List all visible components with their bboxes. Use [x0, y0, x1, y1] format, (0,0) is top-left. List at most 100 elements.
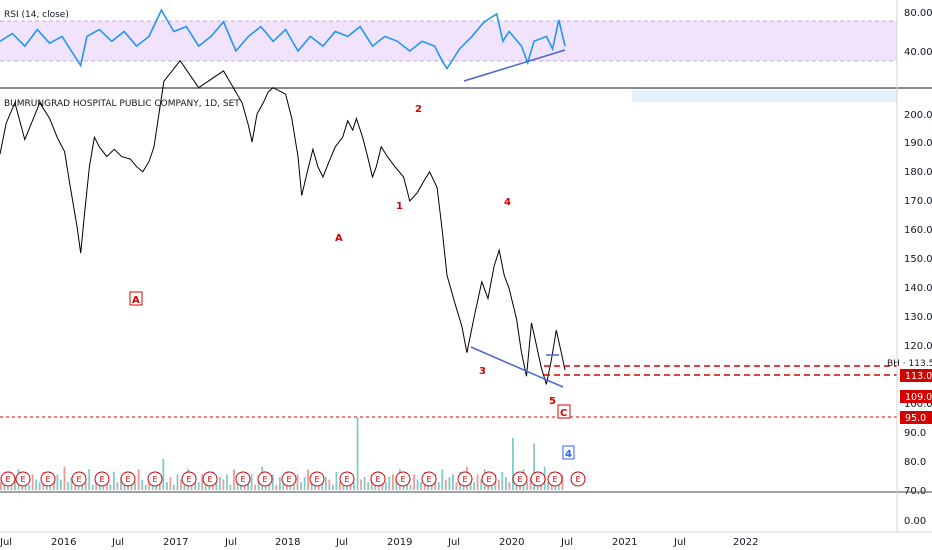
- earnings-marker-label[interactable]: E: [376, 475, 381, 484]
- volume-bar: [7, 484, 9, 490]
- volume-bar: [45, 484, 48, 490]
- earnings-marker-label[interactable]: E: [263, 475, 268, 484]
- earnings-marker-circle[interactable]: [530, 471, 546, 487]
- earnings-marker-circle[interactable]: [457, 471, 473, 487]
- earnings-marker-circle[interactable]: [94, 471, 110, 487]
- wave-box-4-label[interactable]: 4: [565, 449, 572, 460]
- earnings-marker-label[interactable]: E: [487, 475, 492, 484]
- volume-bar: [84, 482, 87, 490]
- earnings-marker-label[interactable]: E: [315, 475, 320, 484]
- price-tick-160: 160.0: [904, 225, 932, 236]
- volume-bar: [473, 482, 475, 490]
- wave-box-c-label[interactable]: C: [560, 408, 567, 419]
- time-tick-2016: 2016: [51, 537, 76, 548]
- earnings-marker-circle[interactable]: [0, 471, 16, 487]
- volume-bar: [218, 477, 221, 490]
- volume-bar: [247, 482, 249, 490]
- wave-label-3[interactable]: 3: [479, 366, 486, 377]
- wave-label-1[interactable]: 1: [396, 201, 403, 212]
- volume-bar: [441, 469, 444, 490]
- earnings-marker-label[interactable]: E: [153, 475, 158, 484]
- price-tick-200: 200.0: [904, 110, 932, 121]
- price-tick-150: 150.0: [904, 254, 932, 265]
- volume-bar: [109, 484, 112, 490]
- volume-bar: [437, 482, 440, 490]
- earnings-marker-circle[interactable]: [281, 471, 297, 487]
- wave-label-2[interactable]: 2: [415, 104, 422, 115]
- volume-bar: [176, 474, 179, 490]
- earnings-marker-label[interactable]: E: [126, 475, 131, 484]
- earnings-marker-label[interactable]: E: [241, 475, 246, 484]
- volume-bar: [314, 484, 317, 490]
- earnings-marker-label[interactable]: E: [401, 475, 406, 484]
- wave-label-5[interactable]: 5: [549, 396, 556, 407]
- volume-bar: [180, 479, 182, 490]
- volume-bar: [392, 474, 394, 490]
- earnings-marker-circle[interactable]: [547, 471, 563, 487]
- volume-bar: [384, 482, 387, 490]
- volume-bar: [201, 474, 204, 490]
- earnings-marker-circle[interactable]: [181, 471, 197, 487]
- earnings-marker-label[interactable]: E: [536, 475, 541, 484]
- earnings-marker-circle[interactable]: [481, 471, 497, 487]
- price-tick-140: 140.0: [904, 283, 932, 294]
- volume-bar: [533, 443, 535, 490]
- earnings-marker-circle[interactable]: [395, 471, 411, 487]
- earnings-marker-label[interactable]: E: [553, 475, 558, 484]
- earnings-marker-circle[interactable]: [512, 471, 528, 487]
- volume-bar: [512, 438, 514, 490]
- volume-bar: [444, 479, 447, 490]
- earnings-marker-circle[interactable]: [370, 471, 386, 487]
- earnings-marker-label[interactable]: E: [46, 475, 51, 484]
- earnings-marker-circle[interactable]: [120, 471, 136, 487]
- earnings-marker-circle[interactable]: [257, 471, 273, 487]
- volume-bar: [60, 479, 62, 490]
- earnings-marker-label[interactable]: E: [187, 475, 192, 484]
- earnings-marker-circle[interactable]: [15, 471, 31, 487]
- price-trendline[interactable]: [470, 346, 564, 388]
- volume-bar: [127, 484, 129, 490]
- earnings-marker-circle[interactable]: [71, 471, 87, 487]
- wave-box-c[interactable]: [557, 404, 571, 419]
- earnings-marker-circle[interactable]: [40, 471, 56, 487]
- earnings-marker-label[interactable]: E: [463, 475, 468, 484]
- earnings-marker-label[interactable]: E: [427, 475, 432, 484]
- earnings-marker-circle[interactable]: [339, 471, 355, 487]
- earnings-marker-label[interactable]: E: [208, 475, 213, 484]
- earnings-marker-label[interactable]: E: [287, 475, 292, 484]
- volume-bar: [388, 477, 391, 490]
- earnings-marker-circle[interactable]: [309, 471, 325, 487]
- volume-bar: [35, 479, 38, 490]
- rsi-trendline[interactable]: [463, 49, 566, 82]
- rsi-tick-0: 0.00: [904, 516, 926, 527]
- rsi-pane: RSI (14, close) 80.00 40.00: [0, 8, 932, 82]
- earnings-marker-circle[interactable]: [147, 471, 163, 487]
- rsi-indicator-label[interactable]: RSI (14, close): [4, 10, 69, 20]
- earnings-marker-circle[interactable]: [570, 471, 586, 487]
- level-tag-95-bg: [900, 411, 932, 424]
- volume-bar: [120, 477, 122, 490]
- earnings-marker-label[interactable]: E: [518, 475, 523, 484]
- earnings-marker-circle[interactable]: [235, 471, 251, 487]
- earnings-marker-label[interactable]: E: [345, 475, 350, 484]
- time-axis[interactable]: Jul 2016 Jul 2017 Jul 2018 Jul 2019 Jul …: [0, 537, 758, 548]
- wave-box-a-label[interactable]: A: [132, 295, 140, 306]
- earnings-marker-circle[interactable]: [421, 471, 437, 487]
- earnings-marker-label[interactable]: E: [6, 475, 11, 484]
- earnings-marker-label[interactable]: E: [21, 475, 26, 484]
- volume-bar: [116, 482, 119, 490]
- wave-box-a[interactable]: [129, 291, 143, 306]
- earnings-marker-label[interactable]: E: [576, 475, 581, 484]
- volume-bar: [416, 479, 419, 490]
- earnings-marker-circle[interactable]: [202, 471, 218, 487]
- wave-label-a[interactable]: A: [335, 233, 343, 244]
- earnings-marker-label[interactable]: E: [100, 475, 105, 484]
- wave-box-4[interactable]: [562, 445, 575, 460]
- earnings-marker-label[interactable]: E: [77, 475, 82, 484]
- volume-bar: [67, 482, 69, 490]
- wave-label-4[interactable]: 4: [504, 197, 511, 208]
- volume-bar: [331, 484, 334, 490]
- level-tag-109-bg: [900, 390, 932, 403]
